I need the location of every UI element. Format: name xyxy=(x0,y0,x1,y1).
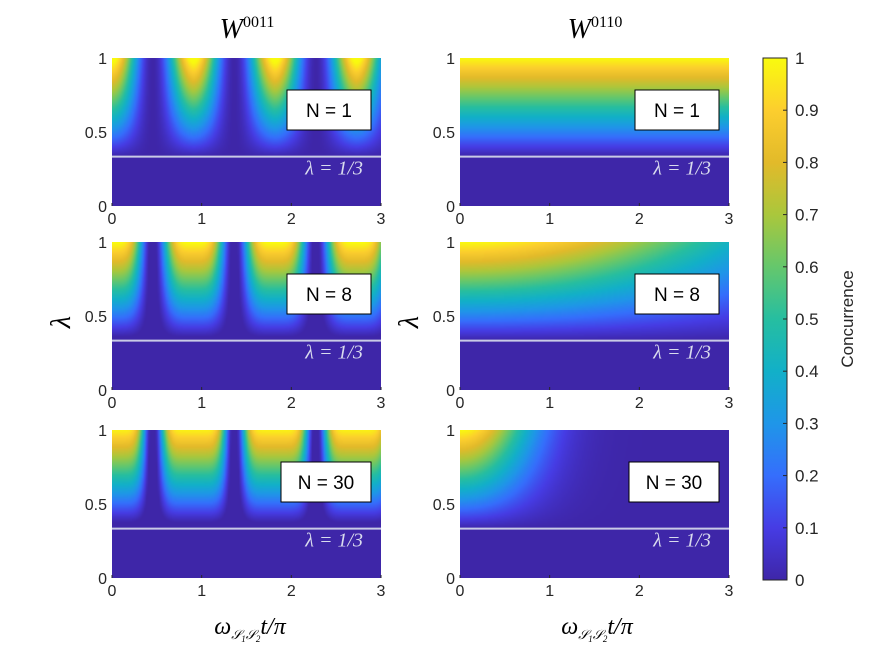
colorbar-tick-4: 0.4 xyxy=(795,362,819,381)
x-tick-c-3: 3 xyxy=(377,395,386,412)
n-label-box-b xyxy=(634,89,720,131)
x-tick-a-1: 1 xyxy=(197,211,206,228)
y-tick-e-1: 0.5 xyxy=(85,497,107,514)
x-axis-label-right: ω𝒮1𝒮2t/π xyxy=(561,614,633,644)
x-tick-c-2: 2 xyxy=(287,395,296,412)
x-tick-a-0: 0 xyxy=(108,211,117,228)
y-tick-c-2: 1 xyxy=(98,235,107,252)
threshold-label-d: λ = 1/3 xyxy=(652,342,711,364)
x-tick-b-1: 1 xyxy=(545,211,554,228)
x-tick-b-2: 2 xyxy=(635,211,644,228)
x-tick-b-0: 0 xyxy=(456,211,465,228)
y-axis-label-right: λ xyxy=(394,316,425,329)
threshold-label-a: λ = 1/3 xyxy=(304,158,363,180)
heatmap-f xyxy=(460,430,729,578)
x-tick-a-3: 3 xyxy=(377,211,386,228)
x-tick-f-2: 2 xyxy=(635,583,644,600)
panel-f: λ = 1/3 N = 30 0 1 2 3 0 0.5 1 xyxy=(433,423,734,600)
panel-c: λ = 1/3 N = 8 0 1 2 3 0 0.5 1 xyxy=(85,235,386,412)
n-label-e: N = 30 xyxy=(298,473,355,494)
panel-d: λ = 1/3 N = 8 0 1 2 3 0 0.5 1 xyxy=(433,235,734,412)
y-tick-d-0: 0 xyxy=(446,383,455,400)
colorbar-tick-10: 1 xyxy=(795,49,804,68)
y-tick-a-1: 0.5 xyxy=(85,125,107,142)
column-title-w0011: W0011 xyxy=(220,14,275,45)
colorbar-label: Concurrence xyxy=(838,270,857,367)
threshold-label-b: λ = 1/3 xyxy=(652,158,711,180)
n-label-d: N = 8 xyxy=(654,285,700,306)
n-label-box-f xyxy=(628,461,720,503)
y-tick-d-2: 1 xyxy=(446,235,455,252)
column-title-w0110: W0110 xyxy=(568,14,623,45)
y-tick-b-1: 0.5 xyxy=(433,125,455,142)
threshold-label-c: λ = 1/3 xyxy=(304,342,363,364)
y-tick-f-0: 0 xyxy=(446,571,455,588)
panel-b: λ = 1/3 N = 1 0 1 2 3 0 0.5 1 xyxy=(433,51,734,228)
colorbar-tick-3: 0.3 xyxy=(795,414,819,433)
x-tick-c-0: 0 xyxy=(108,395,117,412)
y-tick-a-0: 0 xyxy=(98,199,107,216)
x-tick-f-1: 1 xyxy=(545,583,554,600)
colorbar-tick-9: 0.9 xyxy=(795,101,819,120)
n-label-a: N = 1 xyxy=(306,101,352,122)
y-tick-b-2: 1 xyxy=(446,51,455,68)
x-tick-c-1: 1 xyxy=(197,395,206,412)
colorbar-tick-5: 0.5 xyxy=(795,310,819,329)
n-label-box-a xyxy=(286,89,372,131)
y-tick-d-1: 0.5 xyxy=(433,309,455,326)
x-tick-d-3: 3 xyxy=(725,395,734,412)
x-tick-f-3: 3 xyxy=(725,583,734,600)
colorbar-tick-0: 0 xyxy=(795,571,804,590)
x-tick-e-2: 2 xyxy=(287,583,296,600)
y-tick-a-2: 1 xyxy=(98,51,107,68)
n-label-box-c xyxy=(286,273,372,315)
heatmap-a xyxy=(112,58,381,206)
y-tick-c-0: 0 xyxy=(98,383,107,400)
y-tick-f-2: 1 xyxy=(446,423,455,440)
x-tick-d-0: 0 xyxy=(456,395,465,412)
y-axis-label-left: λ xyxy=(46,316,77,329)
n-label-box-d xyxy=(634,273,720,315)
panel-a: λ = 1/3 N = 1 0 1 2 3 0 0.5 1 xyxy=(85,51,386,228)
x-tick-a-2: 2 xyxy=(287,211,296,228)
x-tick-f-0: 0 xyxy=(456,583,465,600)
n-label-f: N = 30 xyxy=(646,473,703,494)
heatmap-d xyxy=(460,242,729,390)
x-tick-d-1: 1 xyxy=(545,395,554,412)
heatmap-e xyxy=(112,430,381,578)
x-tick-b-3: 3 xyxy=(725,211,734,228)
colorbar-tick-2: 0.2 xyxy=(795,467,819,486)
n-label-c: N = 8 xyxy=(306,285,352,306)
panel-e: λ = 1/3 N = 30 0 1 2 3 0 0.5 1 xyxy=(85,423,386,600)
y-tick-e-0: 0 xyxy=(98,571,107,588)
x-tick-e-1: 1 xyxy=(197,583,206,600)
colorbar-tick-1: 0.1 xyxy=(795,519,819,538)
threshold-label-e: λ = 1/3 xyxy=(304,530,363,552)
colorbar-tick-8: 0.8 xyxy=(795,153,819,172)
colorbar-ticks: 0 0.1 0.2 0.3 0.4 0.5 0.6 0.7 0.8 0.9 1 xyxy=(783,49,819,590)
panels: λ = 1/3N = 10 1 2 300.51λ = 1/3N = 10 1 2 300.… xyxy=(85,51,734,600)
n-label-box-e xyxy=(280,461,372,503)
colorbar-tick-6: 0.6 xyxy=(795,258,819,277)
y-tick-c-1: 0.5 xyxy=(85,309,107,326)
x-tick-e-3: 3 xyxy=(377,583,386,600)
n-label-b: N = 1 xyxy=(654,101,700,122)
y-tick-f-1: 0.5 xyxy=(433,497,455,514)
y-tick-e-2: 1 xyxy=(98,423,107,440)
heatmap-b xyxy=(460,58,729,206)
colorbar: 0 0.1 0.2 0.3 0.4 0.5 0.6 0.7 0.8 0.9 1 Concurrenc… xyxy=(762,49,857,590)
colorbar-tick-7: 0.7 xyxy=(795,206,819,225)
heatmap-c xyxy=(112,242,381,390)
x-tick-d-2: 2 xyxy=(635,395,644,412)
x-tick-e-0: 0 xyxy=(108,583,117,600)
x-axis-label-left: ω𝒮1𝒮2t/π xyxy=(214,614,286,644)
y-tick-b-0: 0 xyxy=(446,199,455,216)
threshold-label-f: λ = 1/3 xyxy=(652,530,711,552)
